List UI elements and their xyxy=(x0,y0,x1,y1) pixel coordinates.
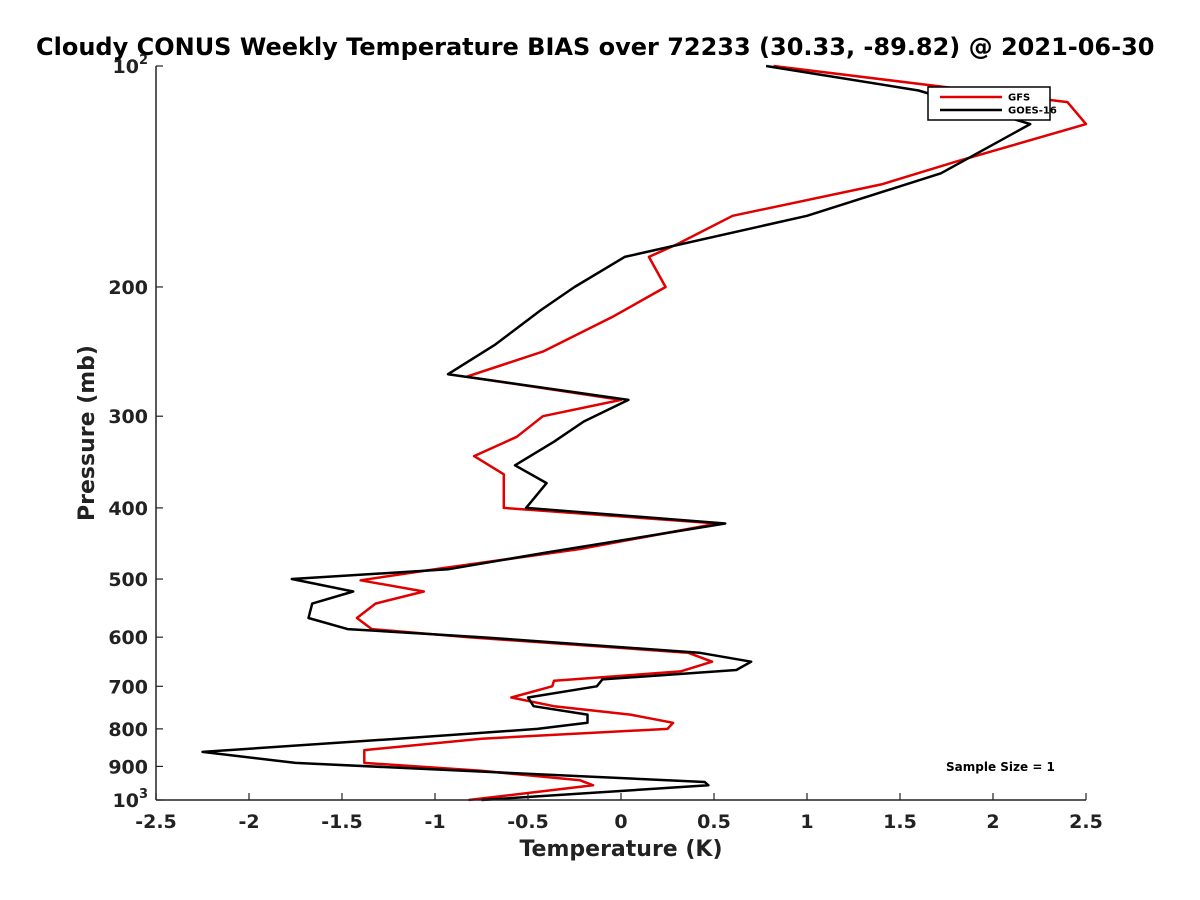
y-tick-label: 400 xyxy=(108,498,148,520)
x-tick-label: 0.5 xyxy=(697,811,731,833)
series-line-gfs xyxy=(355,64,1088,802)
series-layer xyxy=(201,64,1088,802)
y-tick-label: 103 xyxy=(113,787,149,812)
y-tick-label: 600 xyxy=(108,627,148,649)
x-tick-label: -1.5 xyxy=(321,811,363,833)
x-tick-label: -1 xyxy=(424,811,445,833)
x-tick-label: 2.5 xyxy=(1069,811,1103,833)
x-tick-label: -2.5 xyxy=(135,811,177,833)
axes xyxy=(155,66,1086,801)
x-tick-label: -0.5 xyxy=(507,811,549,833)
x-axis-label: Temperature (K) xyxy=(519,837,722,862)
sample-size-annotation: Sample Size = 1 xyxy=(946,760,1055,774)
y-ticks: 102 200 300 400 500 600 700 800 900 103 xyxy=(108,53,163,812)
y-tick-label: 500 xyxy=(108,569,148,591)
y-tick-label: 900 xyxy=(108,756,148,778)
x-tick-label: -2 xyxy=(238,811,259,833)
y-tick-label: 300 xyxy=(108,406,148,428)
legend-box xyxy=(927,86,1051,121)
x-ticks: -2.5 -2 -1.5 -1 -0.5 0 0.5 1 1.5 2 2.5 xyxy=(135,793,1103,833)
x-tick-label: 1 xyxy=(800,811,813,833)
y-tick-label: 200 xyxy=(108,277,148,299)
y-tick-label: 700 xyxy=(108,676,148,698)
x-tick-label: 2 xyxy=(986,811,999,833)
y-tick-label: 102 xyxy=(113,53,149,78)
y-axis-label: Pressure (mb) xyxy=(75,345,100,521)
legend-label-goes16: GOES-16 xyxy=(1008,106,1057,117)
legend-label-gfs: GFS xyxy=(1008,93,1030,104)
x-tick-label: 1.5 xyxy=(883,811,917,833)
x-tick-label: 0 xyxy=(614,811,627,833)
legend: GFS GOES-16 xyxy=(927,86,1057,121)
chart-title: Cloudy CONUS Weekly Temperature BIAS ove… xyxy=(36,33,1154,61)
y-tick-label: 800 xyxy=(108,719,148,741)
series-line-goes16 xyxy=(201,64,1032,802)
